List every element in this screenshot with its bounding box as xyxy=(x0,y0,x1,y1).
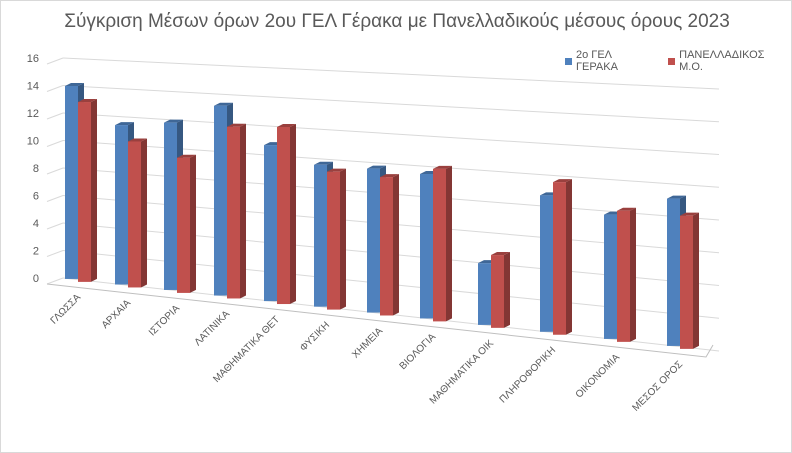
legend-swatch-red xyxy=(668,57,676,65)
bar-top xyxy=(380,174,399,178)
bar-national xyxy=(277,126,290,305)
bar-school xyxy=(420,174,433,319)
bar-national xyxy=(491,255,504,328)
bar-top xyxy=(177,154,196,158)
bar-top xyxy=(680,212,699,216)
bar-national xyxy=(617,210,630,342)
bar-top xyxy=(314,161,333,165)
legend-label: 2ο ΓΕΛ ΓΕΡΑΚΑ xyxy=(575,49,618,73)
floor-edge xyxy=(46,283,714,358)
bar-school xyxy=(214,105,227,296)
bar-top xyxy=(115,122,134,126)
bar-school xyxy=(314,164,327,307)
bar-school xyxy=(604,214,617,339)
y-tick-label: 4 xyxy=(33,218,39,230)
bar-national xyxy=(78,102,91,282)
x-tick-label: ΜΕΣΟΣ ΟΡΟΣ xyxy=(630,359,685,414)
gridline-wall xyxy=(46,250,64,257)
bar-top xyxy=(78,99,97,103)
bar-side xyxy=(446,165,452,322)
bar-top xyxy=(553,179,572,183)
bar-side xyxy=(504,252,510,328)
x-tick-label: ΓΛΩΣΣΑ xyxy=(49,292,84,327)
legend-swatch-blue xyxy=(565,57,572,65)
bar-national xyxy=(177,157,190,293)
bar-top xyxy=(667,195,686,199)
bar-school xyxy=(115,125,128,285)
bar-school xyxy=(367,168,380,313)
y-tick-label: 12 xyxy=(27,108,39,120)
legend-item-national: ΠΑΝΕΛΛΑΔΙΚΟΣ Μ.Ο. xyxy=(668,49,791,73)
bar-school xyxy=(65,85,78,279)
gridline-wall xyxy=(46,57,64,65)
gridline xyxy=(62,85,720,123)
bar-side xyxy=(290,123,296,305)
x-tick-label: ΧΗΜΕΙΑ xyxy=(350,325,385,360)
bar-side xyxy=(141,138,147,288)
bar-national xyxy=(128,141,141,288)
bar-school xyxy=(164,122,177,290)
bar-school xyxy=(264,145,277,302)
x-tick-label: ΒΙΟΛΟΓΙΑ xyxy=(398,331,439,372)
x-tick-label: ΜΑΘΗΜΑΤΙΚΑ ΟΙΚ xyxy=(428,338,497,407)
x-tick-label: ΛΑΤΙΝΙΚΑ xyxy=(193,308,233,348)
bar-side xyxy=(190,154,196,293)
x-tick-label: ΑΡΧΑΙΑ xyxy=(100,297,134,331)
bar-side xyxy=(340,168,346,310)
bar-top xyxy=(214,102,233,106)
bar-school xyxy=(667,198,680,346)
bar-national xyxy=(433,168,446,322)
y-tick-label: 16 xyxy=(27,53,39,65)
bar-national xyxy=(327,171,340,310)
bar-top xyxy=(617,207,636,211)
gridline-wall xyxy=(46,140,64,147)
bar-side xyxy=(393,174,399,316)
legend: 2ο ΓΕΛ ΓΕΡΑΚΑ ΠΑΝΕΛΛΑΔΙΚΟΣ Μ.Ο. xyxy=(565,49,791,73)
bar-side xyxy=(91,99,97,282)
bar-side xyxy=(693,212,699,349)
gridline-wall xyxy=(46,277,64,285)
bar-top xyxy=(164,119,183,123)
gridline-wall xyxy=(46,222,64,230)
bar-side xyxy=(630,207,636,342)
gridline xyxy=(62,112,720,155)
gridline-wall xyxy=(46,85,64,92)
legend-item-school: 2ο ΓΕΛ ΓΕΡΑΚΑ xyxy=(565,49,656,73)
bar-side xyxy=(240,123,246,299)
gridline xyxy=(62,57,720,90)
x-tick-label: ΠΛΗΡΟΦΟΡΙΚΗ xyxy=(498,345,559,406)
legend-label: ΠΑΝΕΛΛΑΔΙΚΟΣ Μ.Ο. xyxy=(679,49,765,73)
bar-top xyxy=(433,165,452,169)
bar-top xyxy=(65,82,84,86)
bar-top xyxy=(277,123,296,127)
bar-national xyxy=(553,182,566,335)
bar-national xyxy=(680,215,693,349)
x-tick-label: ΟΙΚΟΝΟΜΙΑ xyxy=(574,352,623,401)
chart-title: Σύγκριση Μέσων όρων 2ου ΓΕΛ Γέρακα με Πα… xyxy=(64,11,730,32)
bar-side xyxy=(566,179,572,335)
y-tick-label: 6 xyxy=(33,191,39,203)
gridline-wall xyxy=(46,195,64,202)
x-tick-label: ΦΥΣΙΚΗ xyxy=(298,320,332,354)
gridline-wall xyxy=(46,167,64,175)
bar-top xyxy=(367,165,386,169)
y-tick-label: 14 xyxy=(27,81,39,93)
y-tick-label: 10 xyxy=(27,136,39,148)
bar-top xyxy=(128,138,147,142)
bar-national xyxy=(227,126,240,299)
gridline-wall xyxy=(46,112,64,120)
x-tick-label: ΙΣΤΟΡΙΑ xyxy=(147,303,182,338)
y-tick-label: 8 xyxy=(33,163,39,175)
bar-top xyxy=(227,123,246,127)
y-tick-label: 0 xyxy=(33,273,39,285)
bar-top xyxy=(491,252,510,256)
bar-school xyxy=(540,195,553,332)
y-tick-label: 2 xyxy=(33,246,39,258)
bar-top xyxy=(327,168,346,172)
bar-school xyxy=(478,263,491,325)
bar-national xyxy=(380,177,393,316)
